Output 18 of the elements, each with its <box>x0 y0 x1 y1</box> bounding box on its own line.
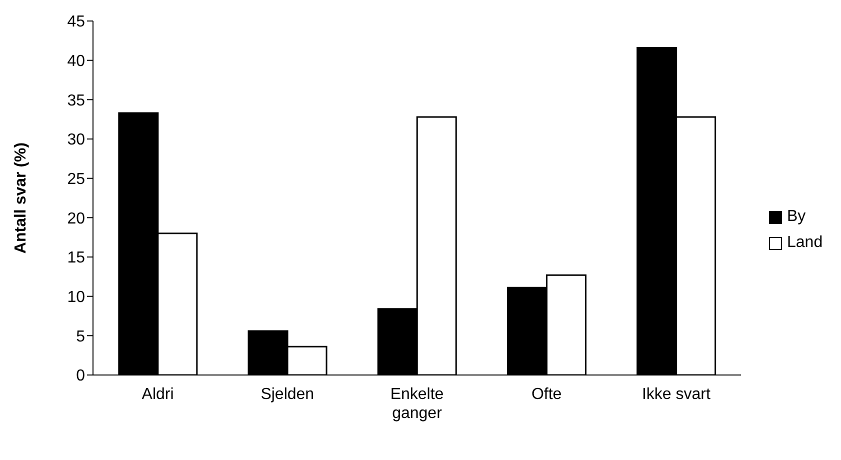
y-tick-label: 15 <box>67 250 86 267</box>
y-tick-label: 5 <box>76 328 86 346</box>
x-tick-label: Ofte <box>531 386 562 403</box>
y-tick-label: 30 <box>67 132 86 149</box>
y-tick-label: 45 <box>67 14 86 31</box>
legend-label: Land <box>787 234 823 252</box>
y-tick-label: 25 <box>67 171 86 188</box>
x-tick-label: Aldri <box>142 386 174 403</box>
x-tick-label: Sjelden <box>260 386 314 403</box>
y-axis-title: Antall svar (%) <box>12 142 30 254</box>
y-tick-label: 10 <box>67 289 86 306</box>
x-tick-label: Ikke svart <box>642 386 711 403</box>
x-tick-label: Enkelte ganger <box>390 386 444 422</box>
legend-label: By <box>787 208 806 226</box>
y-tick-label: 35 <box>67 92 86 110</box>
y-tick-label: 20 <box>67 210 86 228</box>
y-tick-label: 40 <box>67 53 86 70</box>
y-tick-label: 0 <box>76 368 86 385</box>
